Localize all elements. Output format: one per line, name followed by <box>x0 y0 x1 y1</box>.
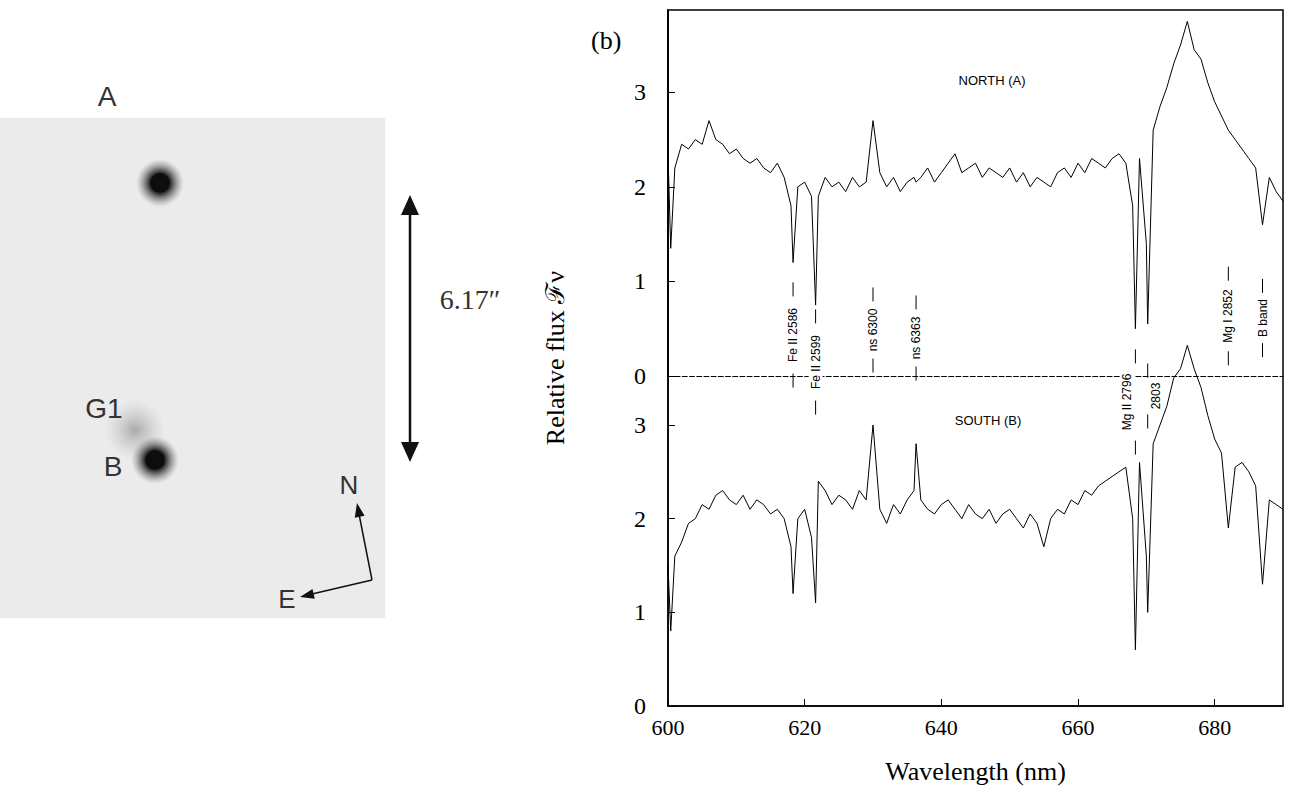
svg-text:660: 660 <box>1062 715 1095 740</box>
svg-text:Wavelength (nm): Wavelength (nm) <box>885 757 1066 786</box>
svg-text:6.17″: 6.17″ <box>440 284 500 315</box>
svg-text:0: 0 <box>634 693 646 719</box>
svg-text:1: 1 <box>634 599 646 625</box>
svg-text:680: 680 <box>1198 715 1231 740</box>
svg-text:3: 3 <box>634 412 646 438</box>
svg-text:620: 620 <box>788 715 821 740</box>
svg-text:0: 0 <box>634 363 646 389</box>
svg-text:Mg I 2852: Mg I 2852 <box>1221 289 1235 343</box>
svg-text:B: B <box>104 451 123 482</box>
svg-text:Mg II 2796: Mg II 2796 <box>1120 373 1134 430</box>
svg-text:600: 600 <box>652 715 685 740</box>
svg-text:NORTH (A): NORTH (A) <box>959 73 1026 88</box>
svg-text:ns 6300: ns 6300 <box>866 308 880 351</box>
svg-text:2: 2 <box>634 506 646 532</box>
svg-text:640: 640 <box>925 715 958 740</box>
svg-text:B band: B band <box>1256 299 1270 337</box>
svg-text:G1: G1 <box>85 393 122 424</box>
svg-text:Fe II 2586: Fe II 2586 <box>786 308 800 362</box>
svg-text:N: N <box>340 470 359 500</box>
svg-text:Fe II 2599: Fe II 2599 <box>809 335 823 389</box>
svg-text:(b): (b) <box>591 26 621 55</box>
svg-text:ns 6363: ns 6363 <box>909 316 923 359</box>
svg-text:SOUTH (B): SOUTH (B) <box>955 413 1021 428</box>
svg-text:Relative flux ℱν: Relative flux ℱν <box>541 271 570 446</box>
svg-text:3: 3 <box>634 79 646 105</box>
svg-text:E: E <box>278 584 295 614</box>
svg-text:2: 2 <box>634 174 646 200</box>
svg-text:2803: 2803 <box>1149 382 1163 409</box>
svg-text:A: A <box>98 81 117 112</box>
svg-text:1: 1 <box>634 268 646 294</box>
